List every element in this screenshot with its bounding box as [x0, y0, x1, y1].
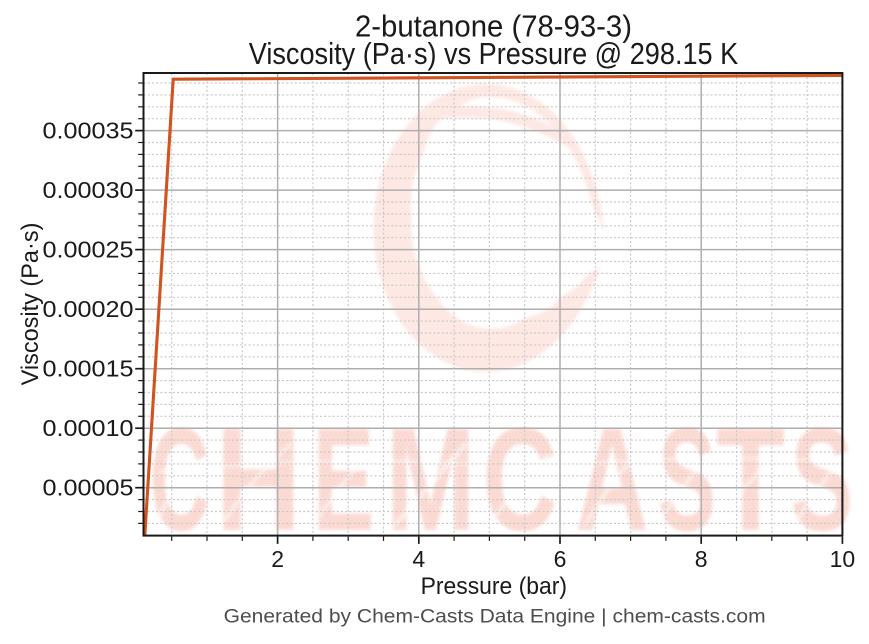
svg-text:S: S	[791, 398, 854, 562]
svg-text:M: M	[386, 398, 476, 562]
svg-text:0.00030: 0.00030	[43, 177, 134, 203]
svg-text:Viscosity (Pa·s) vs Pressure @: Viscosity (Pa·s) vs Pressure @ 298.15 K	[249, 36, 739, 71]
svg-text:0.00035: 0.00035	[43, 118, 134, 144]
svg-text:6: 6	[554, 546, 567, 572]
svg-text:C: C	[483, 398, 558, 562]
svg-text:0.00020: 0.00020	[43, 296, 134, 322]
svg-text:4: 4	[412, 546, 425, 572]
svg-text:C: C	[150, 398, 210, 562]
svg-text:A: A	[576, 398, 649, 562]
svg-text:0.00010: 0.00010	[43, 415, 134, 441]
svg-text:2: 2	[271, 546, 284, 572]
svg-text:0.00015: 0.00015	[43, 356, 134, 382]
svg-text:0.00025: 0.00025	[43, 237, 134, 263]
svg-text:8: 8	[695, 546, 708, 572]
svg-text:Pressure (bar): Pressure (bar)	[421, 573, 567, 600]
svg-text:Generated by Chem-Casts Data E: Generated by Chem-Casts Data Engine | ch…	[224, 605, 766, 627]
svg-text:Viscosity (Pa·s): Viscosity (Pa·s)	[17, 223, 44, 386]
svg-text:2-butanone (78-93-3): 2-butanone (78-93-3)	[355, 9, 632, 44]
svg-text:0.00005: 0.00005	[43, 475, 134, 501]
svg-text:10: 10	[830, 546, 856, 572]
svg-text:H: H	[216, 398, 302, 562]
